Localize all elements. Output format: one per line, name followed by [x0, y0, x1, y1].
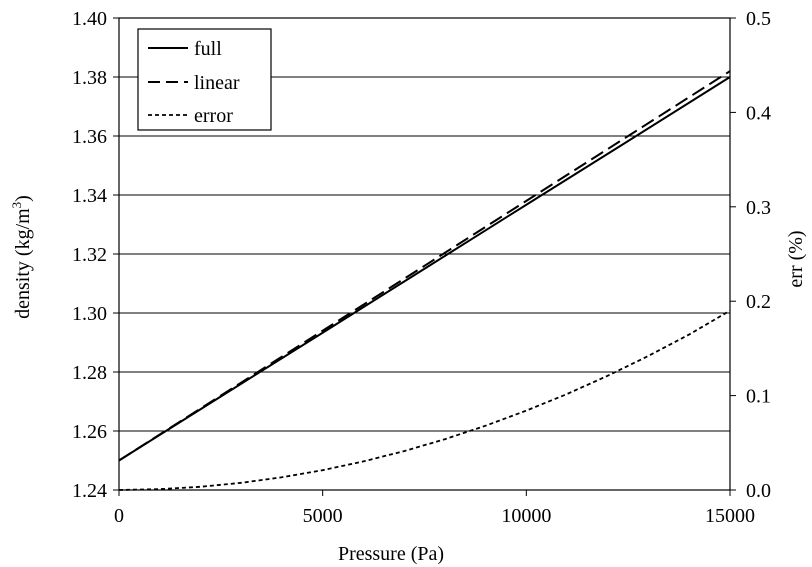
x-tick-label: 0	[114, 505, 124, 527]
x-tick-label: 5000	[303, 505, 343, 527]
x-axis-title: Pressure (Pa)	[338, 543, 444, 565]
y2-tick-label: 0.3	[746, 197, 771, 219]
y2-tick-label: 0.0	[746, 480, 771, 502]
y-tick-label: 1.28	[72, 362, 107, 384]
y-axis-title: density (kg/m3)	[9, 195, 34, 319]
y2-axis-ticks: 0.0 0.1 0.2 0.3 0.4 0.5	[730, 8, 771, 502]
y-tick-label: 1.30	[72, 303, 107, 325]
y-tick-label: 1.34	[72, 185, 107, 207]
y-tick-label: 1.38	[72, 67, 107, 89]
y2-tick-label: 0.1	[746, 386, 771, 408]
series-line-linear	[118, 70, 731, 462]
y-tick-label: 1.32	[72, 244, 107, 266]
series-line-error	[118, 309, 731, 491]
y-tick-label: 1.36	[72, 126, 107, 148]
series-group	[118, 70, 731, 491]
y-tick-label: 1.26	[72, 421, 107, 443]
legend-box	[137, 28, 272, 131]
y2-axis-title: err (%)	[785, 230, 807, 287]
legend-label-error: error	[194, 105, 233, 127]
y-tick-label: 1.24	[72, 480, 107, 502]
legend: full linear error	[137, 28, 272, 131]
legend-label-full: full	[194, 38, 222, 60]
x-axis-ticks: 0 5000 10000 15000	[114, 490, 755, 527]
legend-label-linear: linear	[194, 72, 240, 94]
y-tick-label: 1.40	[72, 8, 107, 30]
y2-tick-label: 0.2	[746, 291, 771, 313]
y2-tick-label: 0.5	[746, 8, 771, 30]
x-tick-label: 10000	[501, 505, 551, 527]
y-axis-ticks: 1.24 1.26 1.28 1.30 1.32 1.34 1.36 1.38 1.40	[72, 8, 119, 502]
y2-tick-label: 0.4	[746, 102, 771, 124]
x-tick-label: 15000	[705, 505, 755, 527]
